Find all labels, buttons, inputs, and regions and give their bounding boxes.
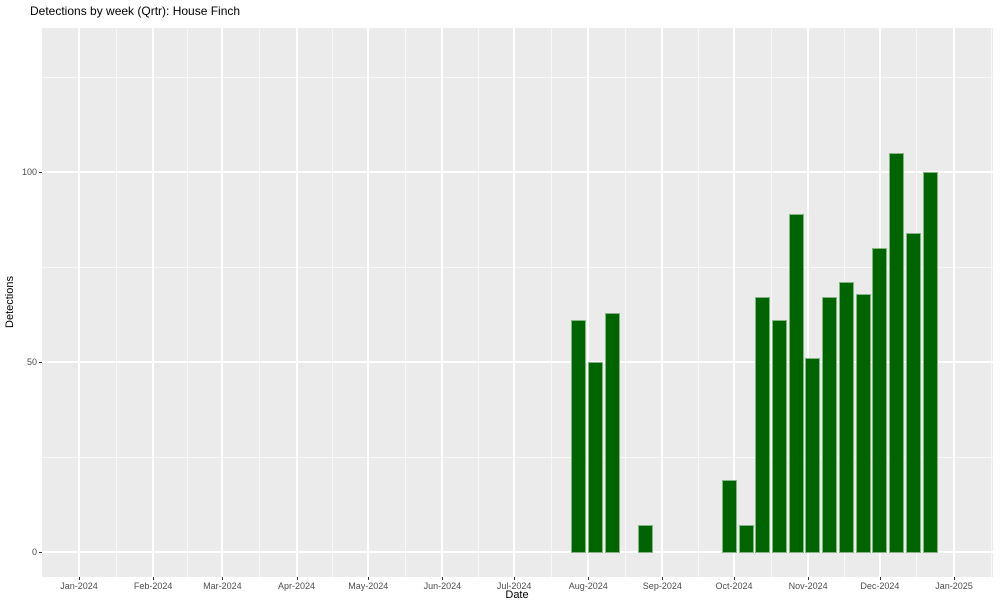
bar [738, 525, 754, 553]
x-tick-mark [514, 577, 516, 580]
bar [721, 479, 737, 553]
plot-panel [42, 28, 993, 577]
grid-major-x [807, 28, 810, 577]
grid-major-y [42, 171, 993, 173]
x-tick-mark [222, 577, 224, 580]
grid-major-y [42, 551, 993, 553]
x-axis-title: Date [505, 589, 529, 601]
x-tick-mark [296, 577, 298, 580]
chart-title: Detections by week (Qrtr): House Finch [30, 4, 241, 18]
bar [855, 293, 871, 553]
x-tick-label: Sep-2024 [642, 581, 682, 591]
grid-minor-x [990, 28, 992, 577]
x-tick-mark [153, 577, 155, 580]
grid-minor-y [42, 266, 993, 268]
x-tick-mark [953, 577, 955, 580]
x-tick-label: Jan-2025 [935, 581, 973, 591]
y-tick-mark [39, 552, 42, 553]
bar [889, 153, 905, 553]
x-tick-mark [442, 577, 444, 580]
grid-minor-x [697, 28, 699, 577]
grid-major-x [441, 28, 444, 577]
x-tick-label: Mar-2024 [203, 581, 242, 591]
grid-minor-x [187, 28, 189, 577]
x-tick-label: Apr-2024 [278, 581, 316, 591]
grid-minor-x [770, 28, 772, 577]
bar [587, 362, 603, 553]
bar [771, 320, 787, 553]
grid-minor-y [42, 456, 993, 458]
bar [905, 232, 921, 553]
y-tick-mark [39, 362, 42, 363]
x-tick-label: May-2024 [348, 581, 389, 591]
grid-major-y [42, 361, 993, 363]
x-tick-label: Jul-2024 [496, 581, 532, 591]
grid-major-x [152, 28, 155, 577]
grid-minor-x [331, 28, 333, 577]
grid-minor-y [42, 76, 993, 78]
x-tick-mark [662, 577, 664, 580]
x-tick-label: Oct-2024 [715, 581, 753, 591]
y-tick-label: 100 [21, 167, 37, 177]
bar [571, 320, 587, 553]
grid-major-x [661, 28, 664, 577]
grid-major-x [367, 28, 370, 577]
x-tick-label: Aug-2024 [568, 581, 608, 591]
grid-major-x [78, 28, 80, 577]
grid-major-x [587, 28, 590, 577]
x-tick-label: Dec-2024 [860, 581, 900, 591]
bar [822, 297, 838, 553]
grid-minor-x [404, 28, 406, 577]
grid-major-x [295, 28, 298, 577]
grid-minor-x [550, 28, 552, 577]
x-tick-label: Jan-2024 [60, 581, 98, 591]
bar [922, 172, 938, 553]
y-tick-mark [39, 172, 42, 173]
bar [755, 297, 771, 553]
bar [638, 525, 654, 553]
y-tick-label: 0 [31, 547, 37, 557]
grid-major-x [733, 28, 736, 577]
x-tick-label: Feb-2024 [133, 581, 173, 591]
grid-minor-x [258, 28, 260, 577]
bar [838, 282, 854, 553]
grid-major-x [952, 28, 955, 577]
grid-major-x [221, 28, 224, 577]
x-tick-mark [368, 577, 370, 580]
x-tick-label: Jun-2024 [423, 581, 462, 591]
y-axis-title: Detections [4, 276, 16, 328]
x-tick-mark [879, 577, 881, 580]
grid-major-x [513, 28, 516, 577]
y-tick-label: 50 [26, 357, 37, 367]
x-tick-label: Nov-2024 [788, 581, 828, 591]
x-tick-mark [588, 577, 590, 580]
bar [604, 312, 620, 553]
x-tick-mark [79, 577, 80, 580]
bar [788, 213, 804, 553]
grid-minor-x [624, 28, 626, 577]
x-tick-mark [734, 577, 736, 580]
grid-minor-x [115, 28, 117, 577]
bar [872, 248, 888, 553]
bar [805, 358, 821, 553]
x-tick-mark [808, 577, 810, 580]
grid-minor-x [477, 28, 479, 577]
